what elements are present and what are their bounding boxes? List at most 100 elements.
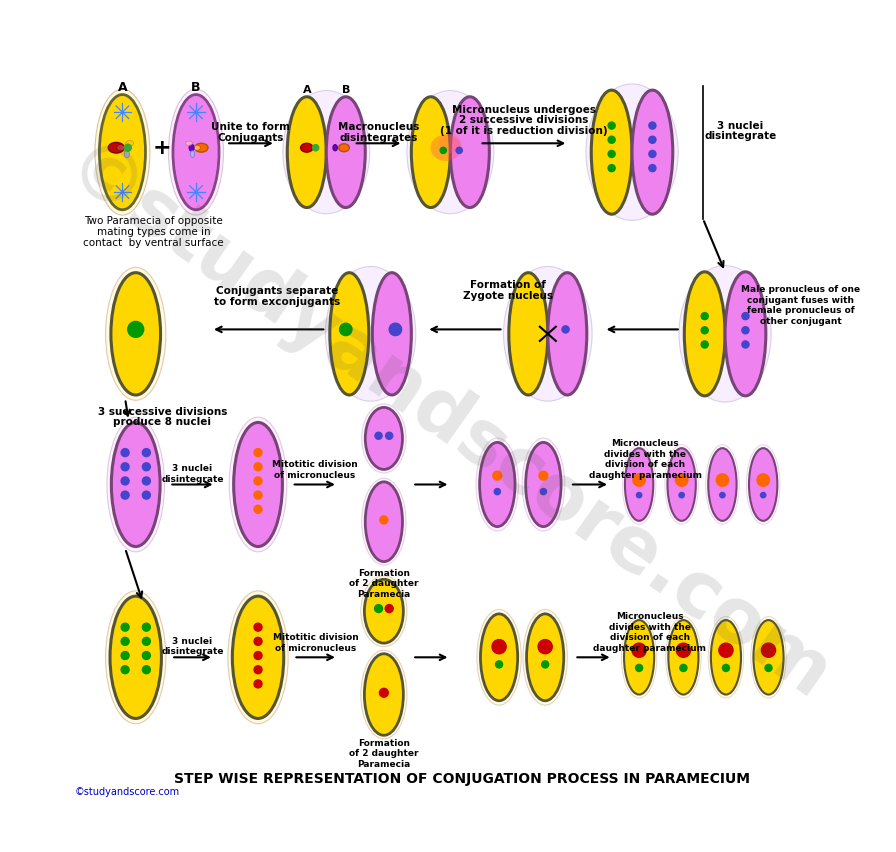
Ellipse shape bbox=[95, 89, 150, 215]
Ellipse shape bbox=[229, 417, 287, 552]
Ellipse shape bbox=[325, 267, 416, 401]
Circle shape bbox=[540, 488, 547, 495]
Ellipse shape bbox=[504, 267, 592, 401]
Circle shape bbox=[608, 151, 616, 158]
Circle shape bbox=[649, 136, 656, 143]
Circle shape bbox=[765, 665, 772, 671]
Circle shape bbox=[375, 605, 383, 613]
Text: Mitotitic division: Mitotitic division bbox=[271, 460, 358, 469]
Circle shape bbox=[142, 652, 151, 659]
Ellipse shape bbox=[168, 89, 223, 215]
Ellipse shape bbox=[339, 144, 349, 152]
Circle shape bbox=[635, 665, 642, 671]
Circle shape bbox=[254, 652, 262, 659]
Ellipse shape bbox=[173, 95, 219, 210]
Ellipse shape bbox=[746, 445, 780, 524]
Circle shape bbox=[385, 605, 393, 613]
Text: ©studyandscore.com: ©studyandscore.com bbox=[74, 787, 179, 797]
Circle shape bbox=[702, 313, 708, 320]
Text: other conjugant: other conjugant bbox=[760, 317, 841, 326]
Ellipse shape bbox=[708, 617, 744, 698]
Circle shape bbox=[142, 491, 151, 499]
Text: division of each: division of each bbox=[605, 460, 685, 469]
Text: Mitotitic division: Mitotitic division bbox=[272, 633, 358, 642]
Ellipse shape bbox=[434, 146, 450, 158]
Text: Conjugants: Conjugants bbox=[218, 133, 284, 143]
Text: 2 successive divisions: 2 successive divisions bbox=[460, 115, 589, 125]
Text: Micronucleus: Micronucleus bbox=[616, 612, 684, 621]
Circle shape bbox=[649, 164, 656, 171]
Circle shape bbox=[121, 449, 129, 457]
Ellipse shape bbox=[106, 590, 166, 723]
Ellipse shape bbox=[476, 438, 519, 531]
Circle shape bbox=[128, 321, 143, 337]
Ellipse shape bbox=[591, 90, 632, 214]
Ellipse shape bbox=[685, 272, 725, 396]
Circle shape bbox=[742, 341, 749, 348]
Circle shape bbox=[254, 665, 262, 674]
Text: divides with the: divides with the bbox=[608, 623, 691, 631]
Circle shape bbox=[379, 688, 388, 697]
Ellipse shape bbox=[330, 273, 369, 395]
Circle shape bbox=[495, 488, 500, 495]
Ellipse shape bbox=[451, 97, 489, 208]
Text: (1 of it is reduction division): (1 of it is reduction division) bbox=[440, 126, 607, 135]
Text: of 2 daughter: of 2 daughter bbox=[349, 750, 418, 758]
Circle shape bbox=[649, 122, 656, 130]
Circle shape bbox=[142, 463, 151, 471]
Ellipse shape bbox=[108, 142, 125, 153]
Text: of micronucleus: of micronucleus bbox=[275, 644, 357, 653]
Ellipse shape bbox=[477, 609, 521, 705]
Ellipse shape bbox=[625, 448, 653, 521]
Circle shape bbox=[541, 661, 548, 668]
Circle shape bbox=[742, 327, 749, 334]
Ellipse shape bbox=[185, 141, 193, 146]
Circle shape bbox=[121, 477, 129, 485]
Circle shape bbox=[385, 432, 392, 440]
Ellipse shape bbox=[189, 144, 194, 152]
Text: 3 nuclei: 3 nuclei bbox=[172, 464, 212, 473]
Ellipse shape bbox=[725, 272, 766, 396]
Text: 3 successive divisions: 3 successive divisions bbox=[98, 406, 227, 417]
Ellipse shape bbox=[523, 609, 567, 705]
Circle shape bbox=[121, 623, 129, 631]
Text: Macronucleus: Macronucleus bbox=[338, 123, 419, 132]
Text: division of each: division of each bbox=[609, 633, 690, 642]
Circle shape bbox=[121, 463, 129, 471]
Circle shape bbox=[121, 491, 129, 499]
Circle shape bbox=[608, 136, 616, 143]
Ellipse shape bbox=[547, 273, 587, 395]
Ellipse shape bbox=[407, 90, 494, 214]
Circle shape bbox=[254, 449, 262, 457]
Ellipse shape bbox=[194, 143, 208, 153]
Ellipse shape bbox=[668, 620, 699, 694]
Text: disintegrate: disintegrate bbox=[161, 475, 224, 484]
Ellipse shape bbox=[228, 590, 289, 723]
Text: daughter paramecium: daughter paramecium bbox=[593, 644, 706, 653]
Text: ©studyandscore.com: ©studyandscore.com bbox=[49, 133, 843, 719]
Ellipse shape bbox=[527, 614, 564, 700]
Ellipse shape bbox=[749, 448, 778, 521]
Circle shape bbox=[680, 665, 687, 671]
Text: Formation: Formation bbox=[358, 568, 409, 578]
Circle shape bbox=[195, 112, 197, 113]
Ellipse shape bbox=[106, 268, 166, 400]
Circle shape bbox=[632, 643, 646, 657]
Text: Formation of: Formation of bbox=[470, 280, 546, 290]
Circle shape bbox=[121, 652, 129, 659]
Ellipse shape bbox=[365, 579, 403, 643]
Ellipse shape bbox=[125, 150, 130, 158]
Ellipse shape bbox=[509, 273, 547, 395]
Text: contact  by ventral surface: contact by ventral surface bbox=[83, 238, 224, 248]
Text: 3 nuclei: 3 nuclei bbox=[717, 121, 763, 130]
Text: A: A bbox=[303, 85, 311, 95]
Ellipse shape bbox=[705, 445, 739, 524]
Text: +: + bbox=[153, 138, 172, 158]
Circle shape bbox=[254, 637, 262, 645]
Ellipse shape bbox=[234, 423, 282, 546]
Circle shape bbox=[742, 313, 749, 320]
Circle shape bbox=[608, 164, 616, 171]
Ellipse shape bbox=[111, 273, 160, 395]
Text: disintegrates: disintegrates bbox=[340, 133, 418, 143]
Circle shape bbox=[340, 323, 352, 336]
